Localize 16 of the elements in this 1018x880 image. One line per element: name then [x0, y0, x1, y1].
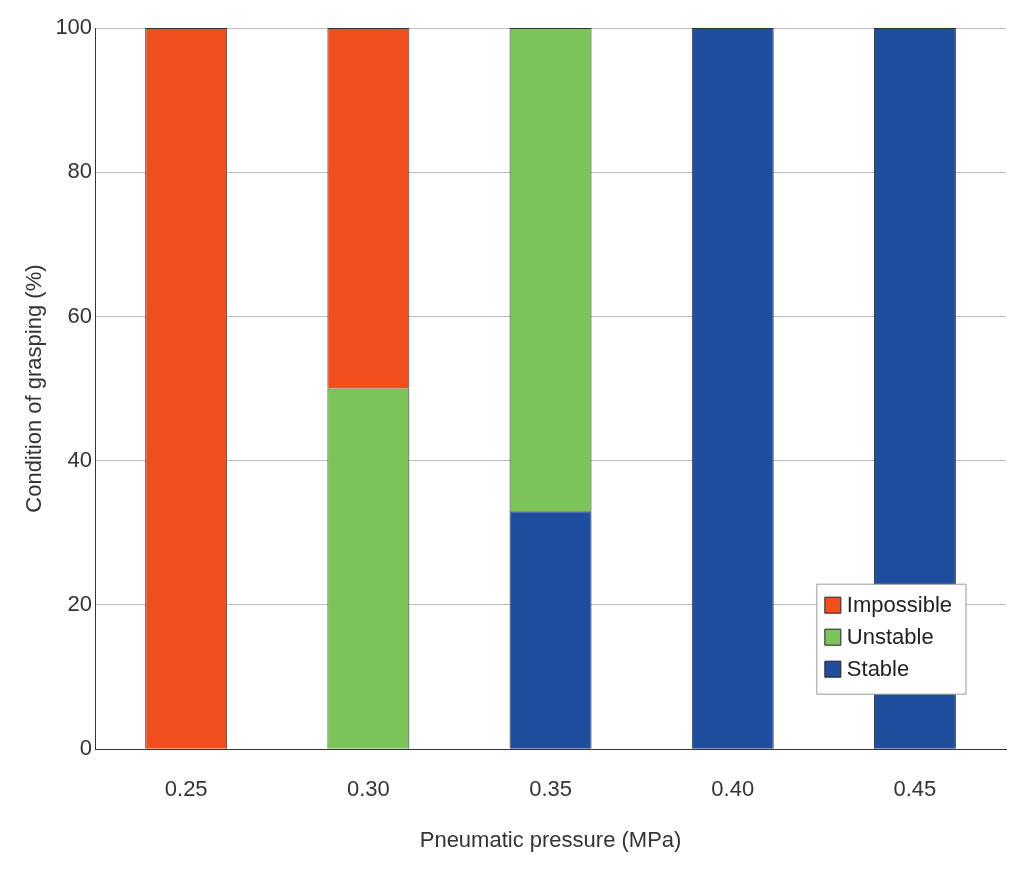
legend-label: Stable	[846, 656, 910, 682]
y-tick-label: 0	[79, 735, 93, 761]
y-tick-label: 100	[55, 14, 93, 40]
y-tick-label: 80	[67, 158, 93, 184]
y-tick-label: 20	[67, 591, 93, 617]
x-tick-label: 0.30	[346, 776, 390, 802]
x-tick-label: 0.25	[164, 776, 208, 802]
x-tick-label: 0.35	[529, 776, 572, 802]
y-tick-label: 40	[67, 446, 93, 472]
x-tick-label: 0.45	[893, 776, 937, 802]
legend-label: Impossible	[846, 592, 952, 618]
legend-label: Unstable	[846, 624, 934, 650]
x-tick-label: 0.40	[711, 776, 755, 802]
y-axis-title: Condition of grasping (%)	[21, 264, 47, 513]
y-tick-label: 60	[67, 302, 93, 328]
x-axis-title: Pneumatic pressure (MPa)	[419, 826, 682, 852]
